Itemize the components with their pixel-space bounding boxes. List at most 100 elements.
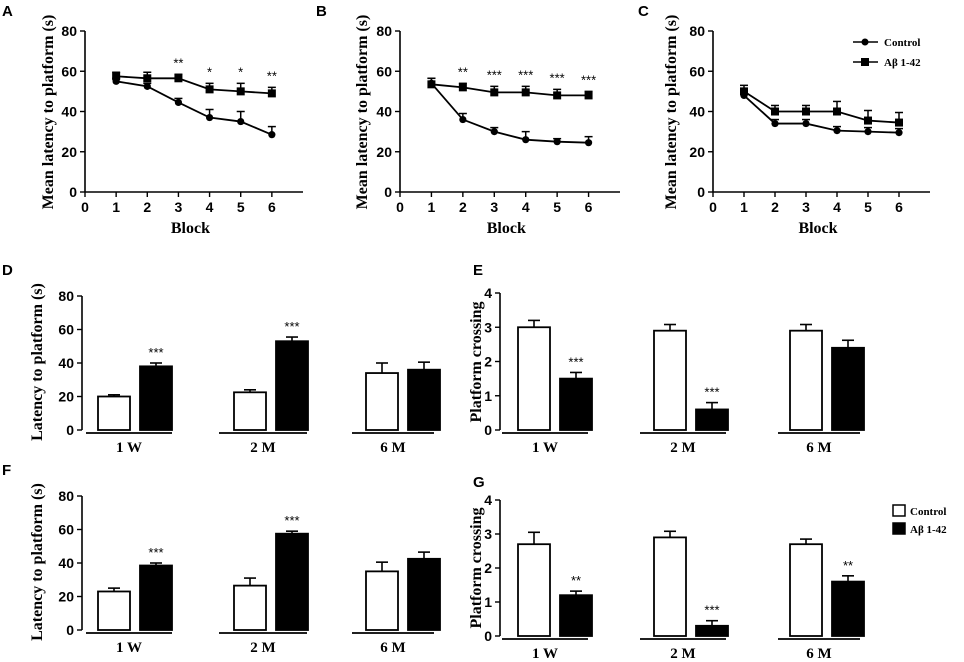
legend-control-swatch <box>892 504 906 517</box>
y-axis-title: Latency to platform (s) <box>29 283 46 441</box>
data-point <box>143 82 151 90</box>
y-tick-label: 3 <box>484 526 492 542</box>
legend-line: Control Aβ 1-42 <box>853 37 921 69</box>
y-tick-label: 3 <box>484 319 492 335</box>
x-tick-label: 4 <box>522 199 530 215</box>
y-tick-label: 20 <box>689 144 705 160</box>
series-line <box>431 83 589 97</box>
panel-letter: B <box>316 3 327 20</box>
x-tick-label: 5 <box>237 199 245 215</box>
series-line <box>115 80 273 136</box>
x-tick-label: 1 <box>428 199 436 215</box>
y-tick-label: 0 <box>484 628 492 644</box>
y-axis-title: Mean latency to platform (s) <box>663 15 680 210</box>
data-point <box>521 88 530 97</box>
y-tick-label: 4 <box>484 492 492 508</box>
legend-control-marker <box>861 38 869 46</box>
bar-control <box>517 326 551 431</box>
y-tick-label: 80 <box>61 23 77 39</box>
y-tick-label: 1 <box>484 594 492 610</box>
significance-mark: ** <box>843 558 853 573</box>
significance-mark: ** <box>173 55 183 70</box>
bar-control <box>789 329 823 431</box>
series-abeta <box>112 71 276 98</box>
bar-abeta <box>139 365 173 431</box>
data-point <box>490 88 499 97</box>
y-tick-label: 40 <box>689 104 705 120</box>
x-axis-title: Block <box>798 220 837 237</box>
data-point <box>833 127 841 135</box>
y-tick-label: 80 <box>376 23 392 39</box>
significance-mark: * <box>238 64 243 79</box>
panel-letter: G <box>473 474 485 491</box>
group-label: 6 M <box>380 440 405 456</box>
bar-control <box>517 543 551 637</box>
group-label: 1 W <box>532 646 558 662</box>
series-abeta <box>427 77 593 100</box>
bar-control <box>653 536 687 637</box>
panel-letter: A <box>2 3 13 20</box>
group-label: 6 M <box>806 646 831 662</box>
data-point <box>205 113 214 122</box>
group-label: 1 W <box>116 640 142 656</box>
y-axis-title: Mean latency to platform (s) <box>40 15 57 210</box>
legend-control-label: Control <box>884 37 920 49</box>
data-point <box>771 107 779 116</box>
bar-abeta <box>139 564 173 631</box>
x-tick-label: 3 <box>802 199 810 215</box>
y-tick-label: 40 <box>58 555 74 571</box>
y-tick-label: 60 <box>58 522 74 538</box>
x-tick-label: 2 <box>459 199 467 215</box>
y-tick-label: 20 <box>376 144 392 160</box>
x-axis-title: Block <box>487 220 526 237</box>
bar-control <box>653 329 687 431</box>
x-tick-label: 3 <box>175 199 183 215</box>
group-label: 6 M <box>380 640 405 656</box>
x-axis-title: Block <box>171 220 210 237</box>
significance-mark: *** <box>704 385 719 400</box>
data-point <box>584 91 593 100</box>
legend-abeta-label: Aβ 1-42 <box>884 57 921 69</box>
significance-mark: ** <box>267 68 277 83</box>
series-abeta <box>740 84 903 127</box>
panel-letter: C <box>638 3 649 20</box>
y-tick-label: 20 <box>61 144 77 160</box>
x-tick-label: 1 <box>740 199 748 215</box>
data-point <box>143 74 152 83</box>
y-tick-label: 60 <box>58 322 74 338</box>
bar-abeta <box>407 557 441 631</box>
data-point <box>771 119 779 128</box>
x-tick-label: 6 <box>895 199 903 215</box>
y-axis-title: Platform crossing <box>468 301 485 422</box>
y-tick-label: 80 <box>58 288 74 304</box>
y-tick-label: 2 <box>484 560 492 576</box>
x-tick-label: 1 <box>112 199 120 215</box>
y-tick-label: 60 <box>61 63 77 79</box>
data-point <box>458 83 467 92</box>
bar-abeta <box>407 368 441 431</box>
legend-abeta-marker <box>861 58 869 66</box>
data-point <box>895 129 903 137</box>
legend-abeta-label: Aβ 1-42 <box>910 524 947 536</box>
x-tick-label: 6 <box>585 199 593 215</box>
x-tick-label: 0 <box>709 199 717 215</box>
y-tick-label: 0 <box>69 184 77 200</box>
y-axis-title: Mean latency to platform (s) <box>354 15 371 210</box>
bar-abeta <box>695 408 729 431</box>
x-tick-label: 4 <box>833 199 841 215</box>
significance-mark: *** <box>704 603 719 618</box>
x-tick-label: 3 <box>490 199 498 215</box>
data-point <box>267 89 276 98</box>
panel-letter: F <box>2 462 11 479</box>
data-point <box>236 87 245 96</box>
series-line <box>743 94 900 134</box>
significance-mark: ** <box>458 64 468 79</box>
bar-control <box>233 391 267 431</box>
x-tick-label: 6 <box>268 199 276 215</box>
group-label: 1 W <box>116 440 142 456</box>
bar-abeta <box>275 340 309 431</box>
y-tick-label: 0 <box>66 622 74 638</box>
y-tick-label: 80 <box>689 23 705 39</box>
y-tick-label: 1 <box>484 388 492 404</box>
